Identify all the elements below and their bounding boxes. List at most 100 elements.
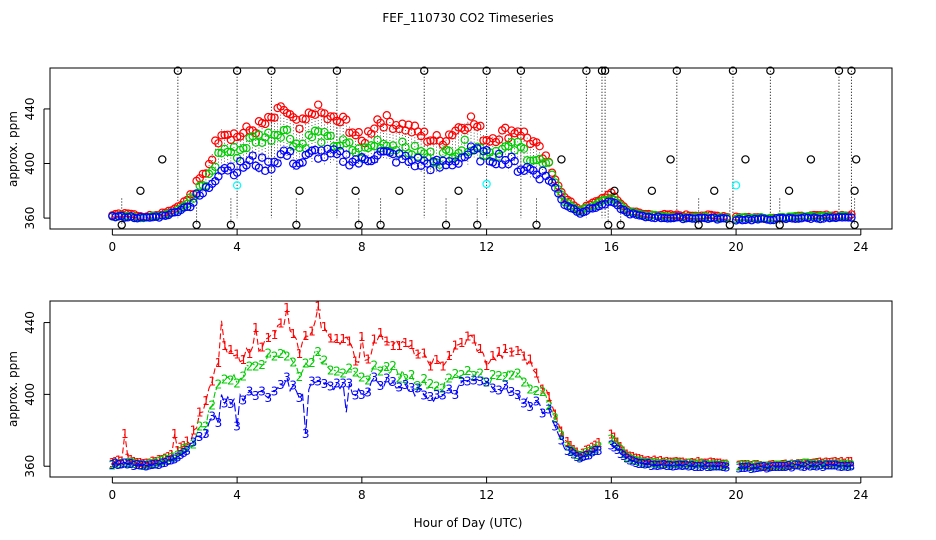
series_1-glyph: 1 [651,454,659,468]
series_1-glyph: 1 [545,390,553,404]
series_2-glyph: 2 [314,345,322,359]
series_2-glyph: 2 [545,399,553,413]
series_2-point [276,133,285,142]
series_3-glyph: 3 [402,378,410,392]
series_3-glyph: 3 [364,385,372,399]
series_2-glyph: 2 [127,455,135,469]
series_1-glyph: 1 [520,350,528,364]
outlier-high-point [232,66,242,75]
series_2-glyph: 2 [670,457,678,471]
series_1-glyph: 1 [654,455,662,469]
series_2-glyph: 2 [704,458,712,472]
outlier-low-point [376,220,385,230]
series_1-glyph: 1 [748,459,756,473]
series_3-glyph: 3 [782,460,790,474]
x-tick-label: 0 [109,240,117,254]
series_2-point [251,138,261,147]
series_1-glyph: 1 [820,457,828,471]
series_1-glyph: 1 [576,449,584,463]
series_3-glyph: 3 [445,383,453,397]
series_2-glyph: 2 [208,398,216,412]
series_3-glyph: 3 [545,403,553,417]
outlier-mid-point [806,155,816,164]
series_2-point [214,148,223,158]
top-y-axis-label: approx. ppm [6,111,20,187]
series_2-glyph: 2 [835,458,843,472]
x-tick-label: 20 [728,488,743,502]
series_2-glyph: 2 [829,458,837,472]
series_1-glyph: 1 [841,457,849,471]
series_3-glyph: 3 [826,458,834,472]
series_3-glyph: 3 [162,456,170,470]
series_3-glyph: 3 [165,454,173,468]
series_3-point [426,165,435,175]
series_1-glyph: 1 [742,458,750,472]
series_2-glyph: 2 [689,457,697,471]
series_3-glyph: 3 [389,375,397,389]
series_3-glyph: 3 [848,459,856,473]
series_3-glyph: 3 [458,375,466,389]
series_2-point [345,138,354,147]
series_2-glyph: 2 [190,438,198,452]
series_3-glyph: 3 [395,381,403,395]
series_1-point [264,112,273,122]
series_1-point [535,142,544,151]
series_2-line [112,349,852,468]
series_3-glyph: 3 [208,409,216,423]
series_3-glyph: 3 [751,461,759,475]
series_3-point [750,214,759,224]
series_3-glyph: 3 [533,395,541,409]
series_3-glyph: 3 [792,459,800,473]
series_3-glyph: 3 [477,375,485,389]
series_2-glyph: 2 [626,452,634,466]
series_3-point [232,168,242,177]
series_3-glyph: 3 [570,448,578,462]
series_2-point [373,135,382,145]
series_2-glyph: 2 [617,443,625,457]
series_2-glyph: 2 [252,360,260,374]
series_1-glyph: 1 [133,456,141,470]
series_1-glyph: 1 [177,441,185,455]
series_3-glyph: 3 [829,459,837,473]
series_3-glyph: 3 [738,461,746,475]
series_3-point [778,213,788,223]
series_3-point [784,213,794,223]
series_3-glyph: 3 [748,462,756,476]
series_3-glyph: 3 [679,459,687,473]
series_2-glyph: 2 [495,369,503,383]
series_3-glyph: 3 [196,430,204,444]
series_3-glyph: 3 [143,459,151,473]
series_2-glyph: 2 [629,453,637,467]
outlier-high-point [600,66,610,75]
series_3-glyph: 3 [558,434,566,448]
series_3-glyph: 3 [841,459,849,473]
series_1-glyph: 1 [458,336,466,350]
outlier-low-point [604,220,613,230]
series_2-glyph: 2 [395,372,403,386]
series_3-glyph: 3 [788,460,796,474]
series_3-glyph: 3 [779,460,787,474]
series_2-glyph: 2 [551,411,559,425]
series_3-point [604,197,613,207]
outlier-mid-point [850,186,859,195]
series_2-glyph: 2 [673,457,681,471]
series_1-point [407,128,416,137]
series_2-glyph: 2 [770,459,778,473]
series_3-glyph: 3 [763,461,771,475]
series_3-glyph: 3 [564,444,572,458]
series_2-glyph: 2 [742,459,750,473]
series_2-glyph: 2 [564,439,572,453]
x-tick-label: 8 [358,488,366,502]
series_3-glyph: 3 [801,460,809,474]
series_2-glyph: 2 [751,458,759,472]
series_3-point [841,213,850,222]
series_1-glyph: 1 [477,342,485,356]
outlier-low-point [441,220,451,230]
series_3-glyph: 3 [701,459,709,473]
series_2-glyph: 2 [845,457,853,471]
series_3-glyph: 3 [371,370,379,384]
series_2-point [195,181,204,190]
series_1-glyph: 1 [816,455,824,469]
series_1-point [207,155,217,164]
series_3-glyph: 3 [614,443,622,457]
